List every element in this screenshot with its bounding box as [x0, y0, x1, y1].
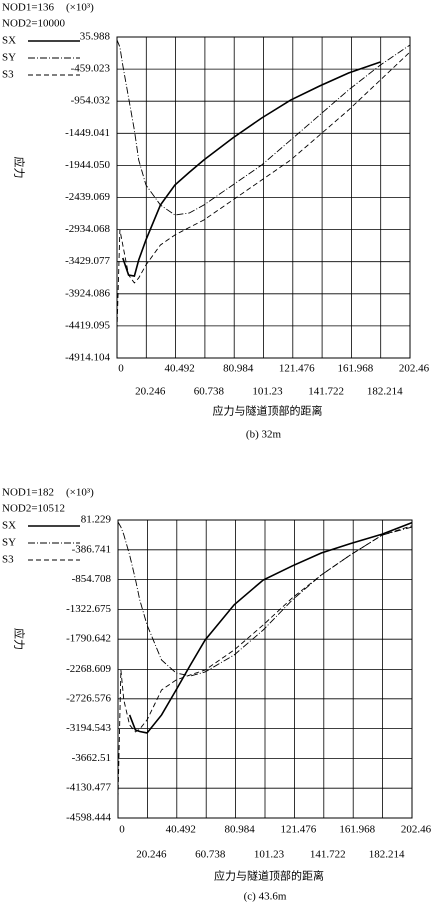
y-tick-label: -2268.609: [66, 663, 111, 675]
x-tick-label: 161.968: [338, 363, 374, 375]
y-tick-label: -2934.068: [65, 223, 110, 235]
x-tick-label: 202.46: [399, 363, 430, 375]
x-axis-label: 应力与隧道顶部的距离: [213, 404, 323, 418]
y-tick-label: -4914.104: [65, 352, 110, 364]
unit-label: (×10³): [66, 487, 94, 499]
y-tick-label: -1322.675: [66, 603, 111, 615]
x-tick-label: 161.968: [339, 824, 375, 836]
x-tick-label: 0: [118, 363, 124, 375]
x-tick-label: 182.214: [369, 849, 405, 861]
caption: (b) 32m: [246, 429, 282, 441]
x-tick-label: 141.722: [308, 386, 344, 398]
series-line: [116, 51, 411, 330]
y-axis-label: 应力: [12, 157, 26, 179]
y-tick-label: -4419.095: [65, 319, 110, 331]
x-tick-label: 182.214: [367, 386, 403, 398]
x-tick-label: 40.492: [166, 824, 196, 836]
legend-label: SX: [2, 35, 16, 47]
legend-label: SY: [2, 537, 16, 549]
legend-label: SY: [2, 52, 16, 64]
series-line: [116, 39, 411, 216]
x-tick-label: 101.23: [252, 386, 283, 398]
x-tick-label: 80.984: [223, 363, 254, 375]
plot-frame: [116, 36, 411, 359]
x-tick-label: 60.738: [195, 849, 226, 861]
x-tick-label: 60.738: [194, 386, 225, 398]
caption: (c) 43.6m: [244, 891, 287, 903]
header-text: NOD1=136: [2, 2, 55, 14]
x-tick-label: 40.492: [164, 363, 194, 375]
series-line: [122, 61, 381, 277]
series-line: [117, 521, 413, 677]
y-tick-label: -386.741: [72, 543, 111, 555]
y-tick-label: -459.023: [71, 63, 111, 75]
y-tick-label: 35.988: [80, 31, 111, 43]
y-axis-label: 应力: [12, 628, 26, 650]
y-tick-label: -3194.543: [66, 722, 111, 734]
series-line: [117, 525, 413, 798]
legend-label: SX: [2, 520, 16, 532]
plot-frame: [117, 519, 413, 819]
y-tick-label: -3429.077: [65, 255, 110, 267]
y-tick-label: -3924.086: [65, 287, 110, 299]
y-tick-label: -1449.041: [65, 127, 110, 139]
legend-label: S3: [2, 69, 14, 81]
x-tick-label: 121.476: [279, 363, 315, 375]
x-tick-label: 202.46: [401, 824, 432, 836]
y-tick-label: -1944.050: [65, 159, 110, 171]
y-tick-label: -4130.477: [66, 782, 111, 794]
header-text: NOD2=10000: [2, 18, 66, 30]
y-tick-label: -4598.444: [66, 812, 111, 824]
x-tick-label: 0: [119, 824, 125, 836]
y-tick-label: -854.708: [72, 573, 112, 585]
y-tick-label: -2439.069: [65, 191, 110, 203]
x-tick-label: 101.23: [254, 849, 285, 861]
unit-label: (×10³): [66, 2, 94, 14]
x-tick-label: 121.476: [281, 824, 317, 836]
y-tick-label: 81.229: [81, 514, 112, 526]
legend-label: S3: [2, 554, 14, 566]
header-text: NOD2=10512: [2, 503, 65, 515]
x-tick-label: 141.722: [310, 849, 346, 861]
y-tick-label: -3662.51: [72, 752, 111, 764]
x-tick-label: 80.984: [224, 824, 255, 836]
y-tick-label: -2726.576: [66, 692, 111, 704]
x-axis-label: 应力与隧道顶部的距离: [214, 869, 324, 883]
y-tick-label: -1790.642: [66, 633, 111, 645]
series-line: [128, 521, 413, 734]
y-tick-label: -954.032: [71, 95, 110, 107]
x-tick-label: 20.246: [136, 849, 167, 861]
header-text: NOD1=182: [2, 487, 54, 499]
x-tick-label: 20.246: [135, 386, 166, 398]
